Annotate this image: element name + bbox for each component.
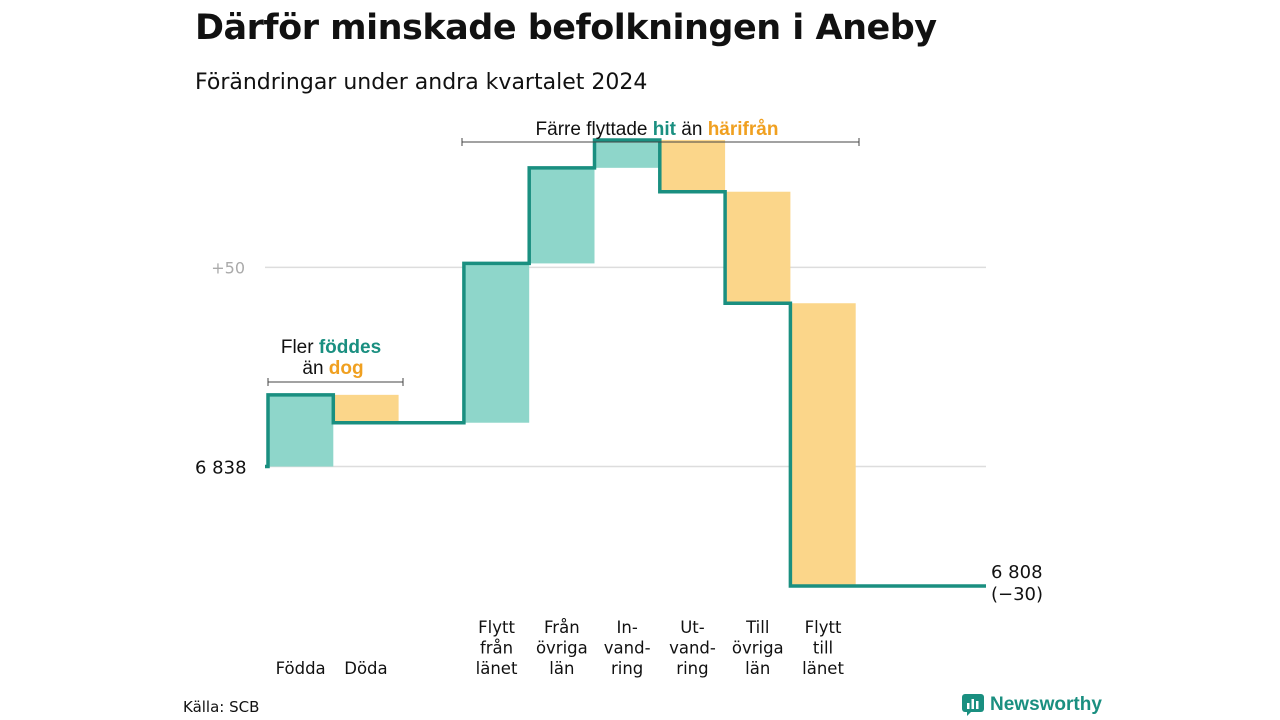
category-label: In- (617, 618, 638, 637)
births-annotation-highlight-2: dog (329, 358, 364, 379)
category-label: ring (676, 659, 708, 678)
migration-annotation: Färre flyttade hit än härifrån (461, 119, 860, 146)
end-change-label: (−30) (991, 584, 1043, 605)
migration-annotation-highlight-1: hit (653, 119, 677, 140)
waterfall-bar (725, 191, 791, 304)
category-label: Födda (276, 659, 326, 678)
category-label: Från (544, 618, 580, 637)
waterfall-bar (463, 263, 530, 423)
svg-text:Fler föddes: Fler föddes (281, 337, 381, 358)
step-line-group (265, 138, 986, 588)
brand-name: Newsworthy (990, 694, 1102, 715)
category-label: Till (745, 618, 769, 637)
category-label: länet (476, 659, 518, 678)
waterfall-bar (659, 139, 726, 192)
births-annotation: Fler föddes än dog (267, 337, 404, 386)
migration-annotation-text-2: än (676, 119, 708, 140)
category-label: län (549, 659, 574, 678)
bars (268, 139, 856, 587)
ytick-label: +50 (211, 258, 245, 277)
category-label: övriga (732, 639, 784, 658)
category-label: vand- (669, 639, 716, 658)
waterfall-bar (333, 394, 399, 423)
svg-text:än dog: än dog (302, 358, 363, 379)
waterfall-bar (529, 167, 595, 264)
waterfall-bar (790, 303, 856, 587)
births-annotation-highlight-1: föddes (319, 337, 381, 358)
svg-text:Färre flyttade hit än härifrån: Färre flyttade hit än härifrån (536, 119, 779, 140)
start-value-label: 6 838 (195, 458, 247, 479)
category-label: län (745, 659, 770, 678)
births-annotation-text-2: än (302, 358, 328, 379)
category-label: övriga (536, 639, 588, 658)
migration-annotation-highlight-2: härifrån (708, 119, 779, 140)
category-label: Döda (344, 659, 387, 678)
category-label: Ut- (680, 618, 705, 637)
waterfall-bar (594, 139, 660, 168)
category-label: till (813, 639, 833, 658)
chart-subtitle: Förändringar under andra kvartalet 2024 (195, 70, 648, 95)
category-label: vand- (604, 639, 651, 658)
births-annotation-text-1: Fler (281, 337, 319, 358)
end-value-label: 6 808 (991, 562, 1043, 583)
brand-logo[interactable]: Newsworthy (962, 694, 1102, 716)
gridlines (265, 266, 986, 468)
category-label: från (480, 639, 513, 658)
migration-annotation-bracket (461, 138, 860, 146)
category-label: ring (611, 659, 643, 678)
births-annotation-bracket (267, 378, 404, 386)
category-label: länet (802, 659, 844, 678)
chart-title: Därför minskade befolkningen i Aneby (195, 8, 937, 48)
source-note: Källa: SCB (183, 698, 260, 716)
category-label: Flytt (805, 618, 842, 637)
waterfall-bar (268, 394, 334, 467)
migration-annotation-text-1: Färre flyttade (536, 119, 653, 140)
chart-logo-icon (962, 694, 984, 716)
category-label: Flytt (478, 618, 515, 637)
step-line (265, 138, 986, 588)
